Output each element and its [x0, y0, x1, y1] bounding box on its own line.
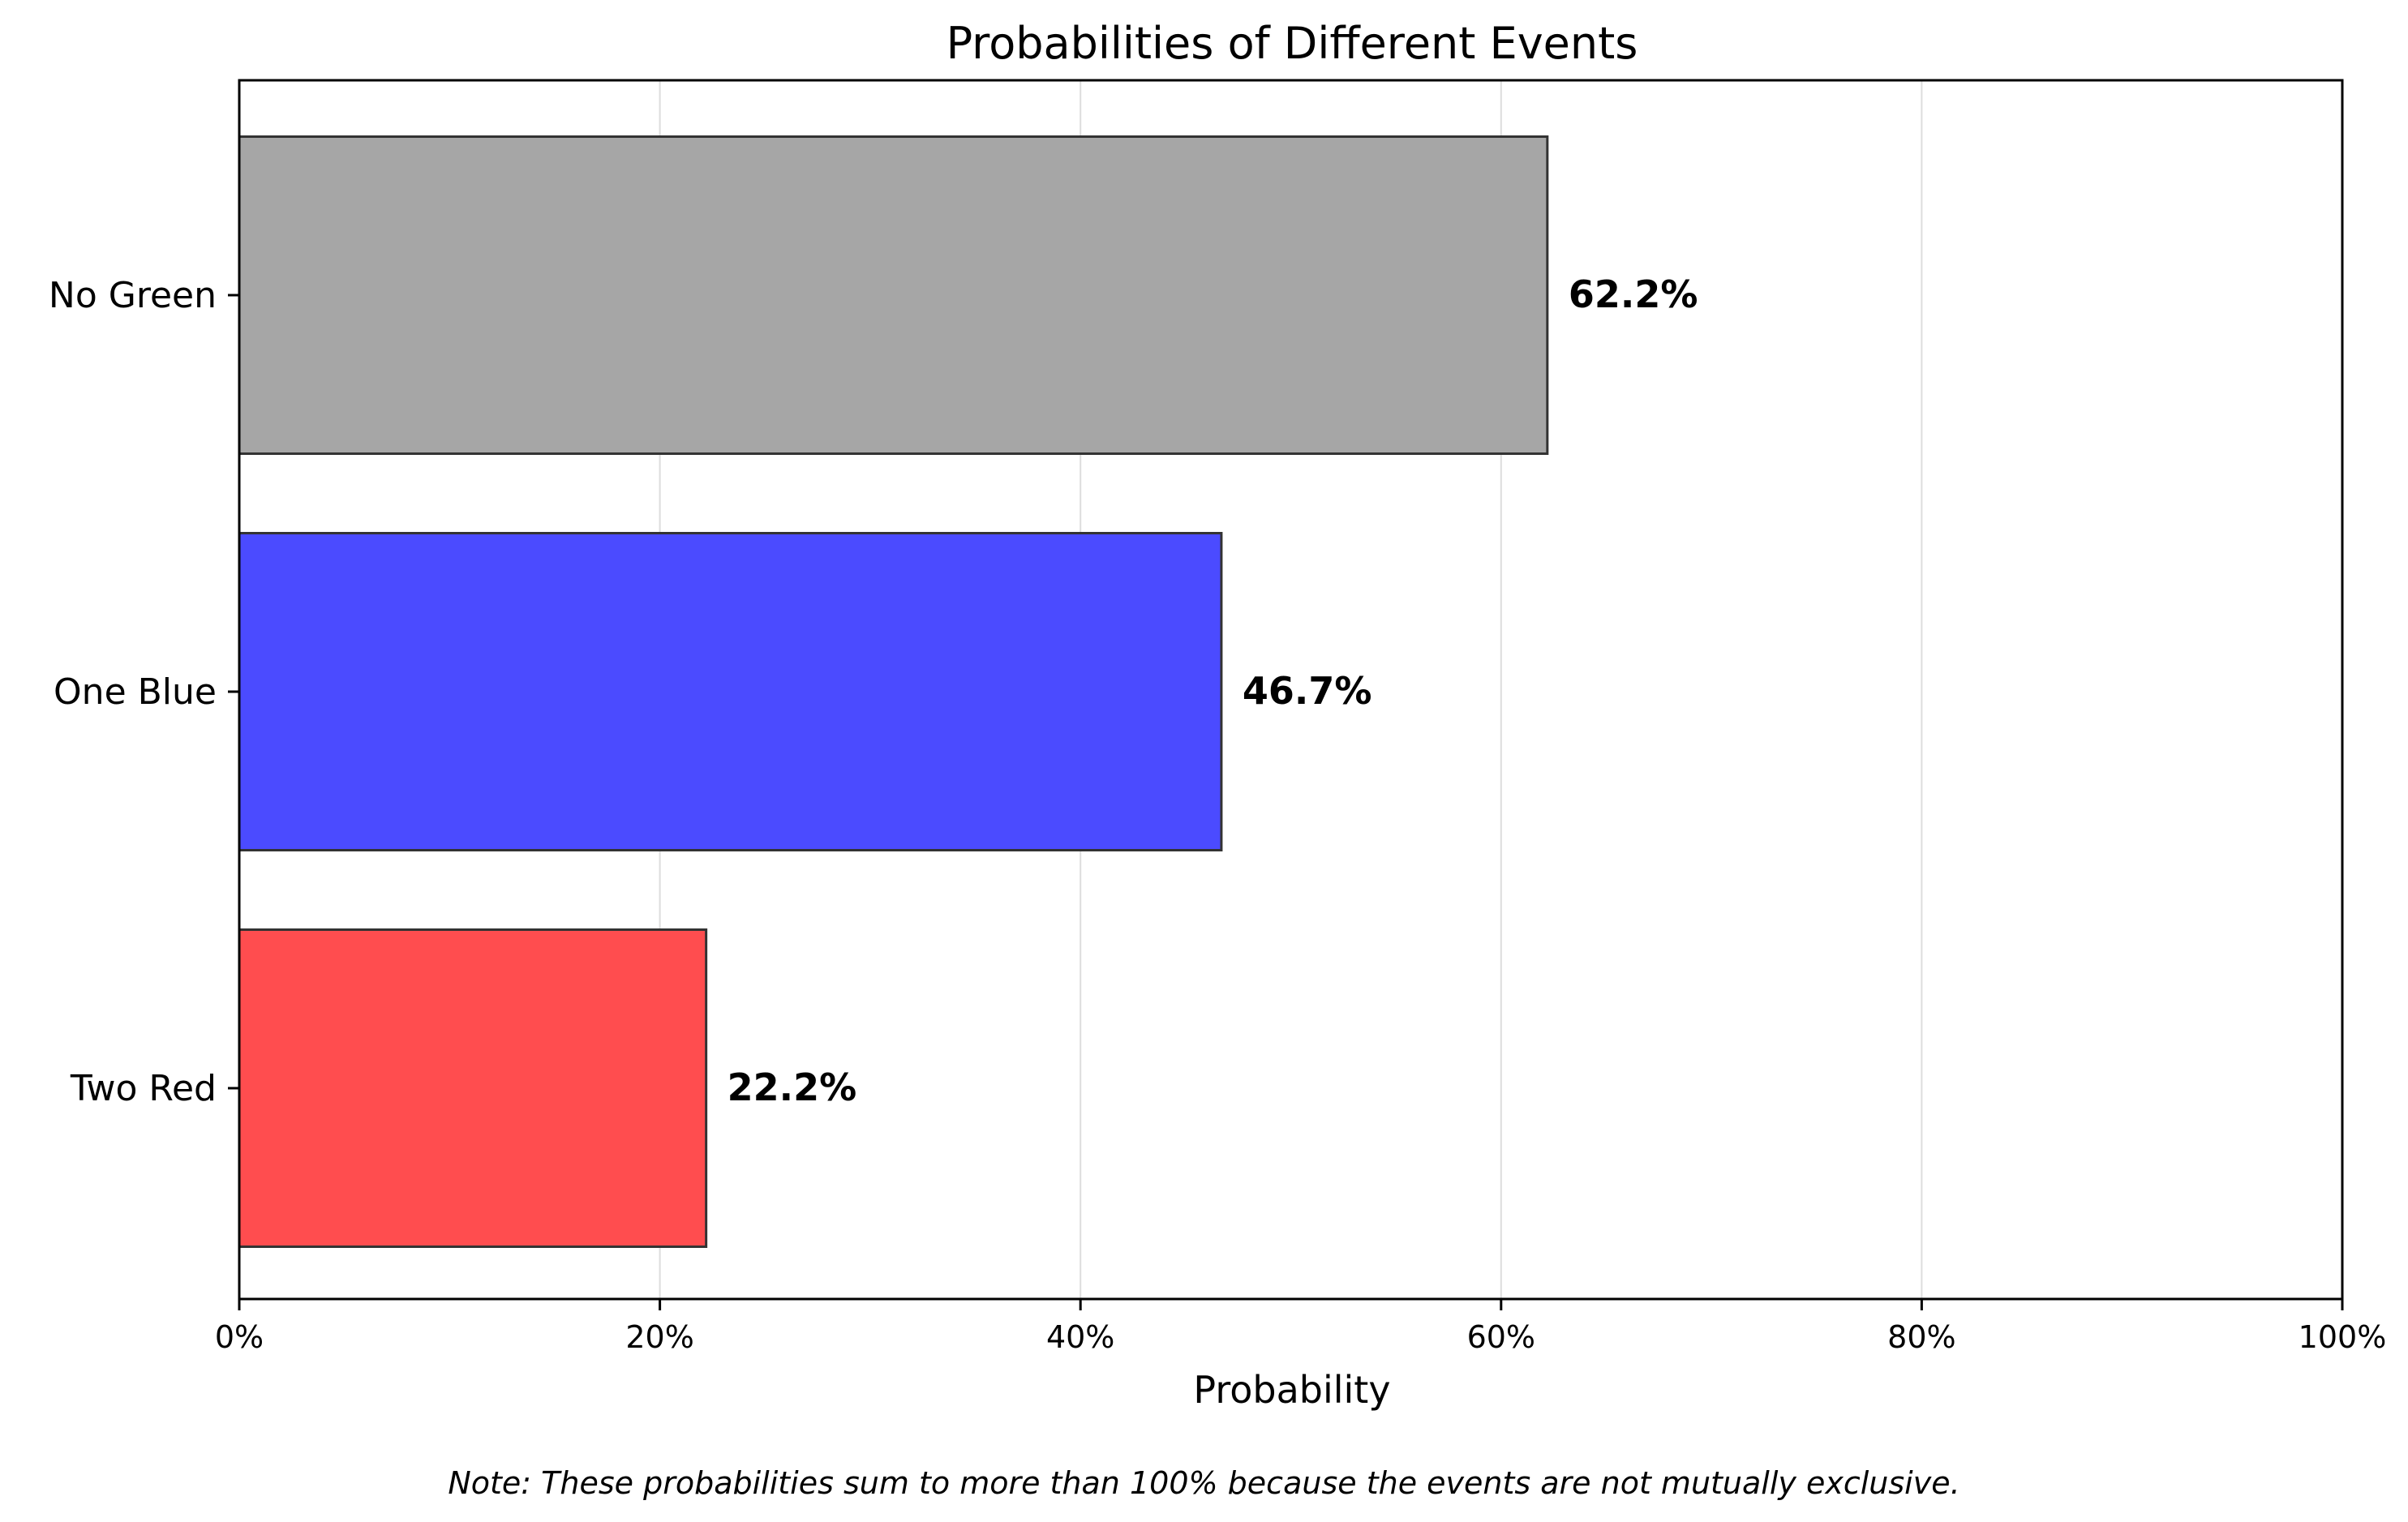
x-tick-label: 80% [1887, 1319, 1955, 1355]
data-label: 22.2% [728, 1065, 857, 1109]
x-tick-label: 0% [215, 1319, 264, 1355]
x-tick-label: 100% [2299, 1319, 2387, 1355]
plot-frame [238, 79, 2344, 1301]
x-tick-label: 60% [1467, 1319, 1535, 1355]
x-tick-label: 20% [625, 1319, 693, 1355]
bar [238, 532, 1223, 851]
x-axis-ticks: 0% 20% 40% 60% 80% 100% [215, 1299, 2386, 1355]
y-tick-label: No Green [49, 275, 217, 316]
data-label: 46.7% [1243, 669, 1372, 713]
bars [238, 135, 1549, 1248]
y-axis-ticks: Two Red One Blue No Green [49, 275, 239, 1109]
y-tick-label: One Blue [54, 671, 217, 713]
bar [238, 928, 708, 1248]
x-axis-label: Probability [1193, 1368, 1390, 1412]
y-tick-label: Two Red [70, 1068, 217, 1109]
data-labels: 22.2% 46.7% 62.2% [728, 272, 1698, 1109]
bar [238, 135, 1549, 455]
data-label: 62.2% [1569, 272, 1698, 316]
chart-title: Probabilities of Different Events [946, 18, 1638, 69]
x-tick-label: 40% [1046, 1319, 1114, 1355]
chart-note: Note: These probabilities sum to more th… [448, 1465, 1960, 1501]
